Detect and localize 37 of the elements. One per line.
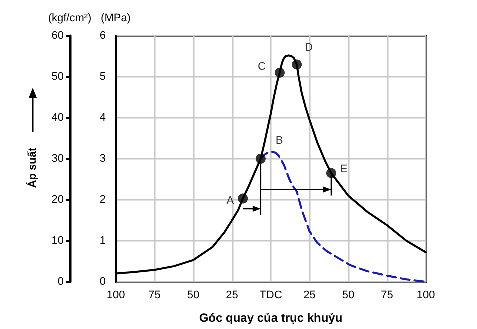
text: Áp suất [27, 148, 40, 188]
annotation: A [226, 194, 235, 207]
annotation: E [340, 163, 348, 176]
y-tick-label: 0 [100, 276, 106, 288]
y2-tick-label: 0 [58, 276, 64, 288]
annotation: C [258, 60, 266, 73]
x-tick-label: 50 [342, 290, 355, 302]
y-tick-label: 6 [100, 30, 106, 42]
x-tick-label: 100 [106, 290, 126, 302]
x-tick-label: 100 [416, 290, 436, 302]
point [292, 60, 302, 70]
annotation: B [276, 135, 284, 147]
point [256, 154, 266, 164]
x-tick-label: 25 [226, 290, 238, 302]
y-tick-label: 2 [100, 194, 106, 206]
y2-tick-label: 60 [52, 30, 64, 42]
y2-tick-label: 30 [52, 153, 64, 165]
x-tick-label: 25 [304, 290, 316, 302]
point [238, 194, 248, 204]
y2-tick-label: 20 [52, 194, 64, 206]
y2-tick-label: 40 [52, 112, 64, 124]
x-tick-label: TDC [260, 290, 282, 302]
point [326, 168, 336, 178]
point [275, 68, 285, 78]
y2-tick-label: 10 [52, 235, 64, 247]
y-tick-label: 1 [100, 235, 106, 247]
x-tick-label: 75 [381, 290, 394, 302]
annotation: D [305, 42, 314, 54]
y2-tick-label: 50 [52, 71, 64, 83]
x-tick-label: 50 [187, 290, 200, 302]
y-tick-label: 4 [100, 112, 106, 124]
y-tick-label: 5 [100, 71, 106, 83]
y-axis-title: (MPa) [101, 12, 131, 24]
x-tick-label: 75 [148, 290, 161, 302]
x-axis-title: Góc quay của trục khuỷu [199, 311, 343, 325]
y-tick-label: 3 [100, 153, 106, 165]
y2-axis-title: (kgf/cm²) [48, 12, 92, 24]
